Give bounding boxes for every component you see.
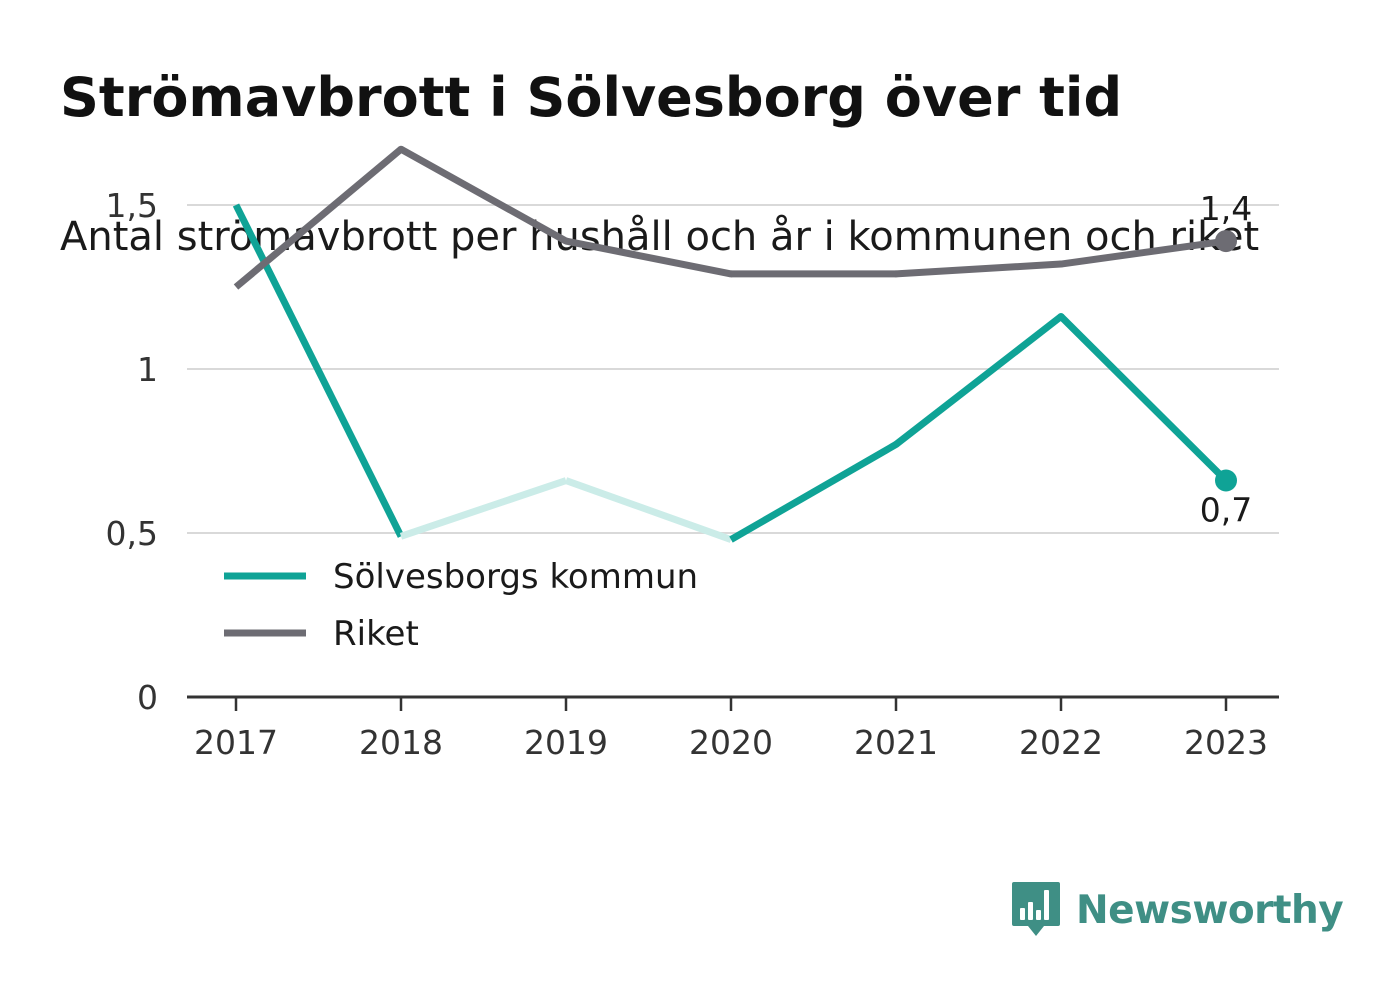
y-tick-label: 1 xyxy=(137,350,158,389)
y-axis: 0 0,5 1 1,5 xyxy=(106,186,158,717)
end-point-marker xyxy=(1215,469,1237,492)
x-tick-label: 2018 xyxy=(359,723,443,762)
series-line-segment xyxy=(233,146,404,290)
x-tick-label: 2021 xyxy=(854,723,938,762)
series-riket xyxy=(233,145,1237,290)
series-line-segment xyxy=(729,441,898,543)
series-kommun xyxy=(232,203,1237,543)
end-value-label: 0,7 xyxy=(1200,491,1252,530)
legend-label: Sölvesborgs kommun xyxy=(333,557,698,597)
line-joint xyxy=(892,440,900,448)
line-joint xyxy=(397,145,405,153)
line-joint xyxy=(1057,313,1065,321)
newsworthy-logo: Newsworthy xyxy=(1010,878,1344,942)
grid-lines xyxy=(187,204,1279,534)
series-line-segment xyxy=(399,146,568,245)
x-tick-label: 2017 xyxy=(194,723,278,762)
brand-name: Newsworthy xyxy=(1076,887,1344,933)
series-line-segment xyxy=(893,313,1064,448)
series-line-segment xyxy=(895,260,1062,278)
newsworthy-chart-icon xyxy=(1012,882,1060,936)
legend-label-halo: Riket xyxy=(333,614,419,654)
y-tick-label: 0 xyxy=(137,678,158,717)
end-point-marker xyxy=(1215,230,1237,253)
legend-label-halo: Sölvesborgs kommun xyxy=(333,557,698,597)
line-joint xyxy=(727,270,735,278)
series-line-segment xyxy=(564,477,733,543)
x-tick-label: 2023 xyxy=(1184,723,1268,762)
line-joint xyxy=(562,237,570,245)
series xyxy=(232,145,1237,543)
series-line-segment xyxy=(399,477,568,540)
series-line-segment xyxy=(1060,237,1227,268)
x-axis: 2017 2018 2019 2020 2021 2022 2023 xyxy=(194,697,1268,762)
y-tick-label: 0,5 xyxy=(106,514,158,553)
chart-title: Strömavbrott i Sölvesborg över tid xyxy=(60,66,1123,129)
legend-label: Riket xyxy=(333,614,419,654)
series-line-segment xyxy=(1058,314,1229,484)
series-line-segment xyxy=(565,237,732,278)
line-joint xyxy=(892,270,900,278)
end-value-label: 1,4 xyxy=(1200,189,1252,228)
y-tick-label: 1,5 xyxy=(106,186,158,225)
series-line-segment xyxy=(232,203,405,538)
x-tick-label: 2019 xyxy=(524,723,608,762)
x-tick-label: 2022 xyxy=(1019,723,1103,762)
end-labels: 0,7 1,4 xyxy=(1200,189,1252,529)
line-joint xyxy=(1057,260,1065,268)
x-tick-label: 2020 xyxy=(689,723,773,762)
